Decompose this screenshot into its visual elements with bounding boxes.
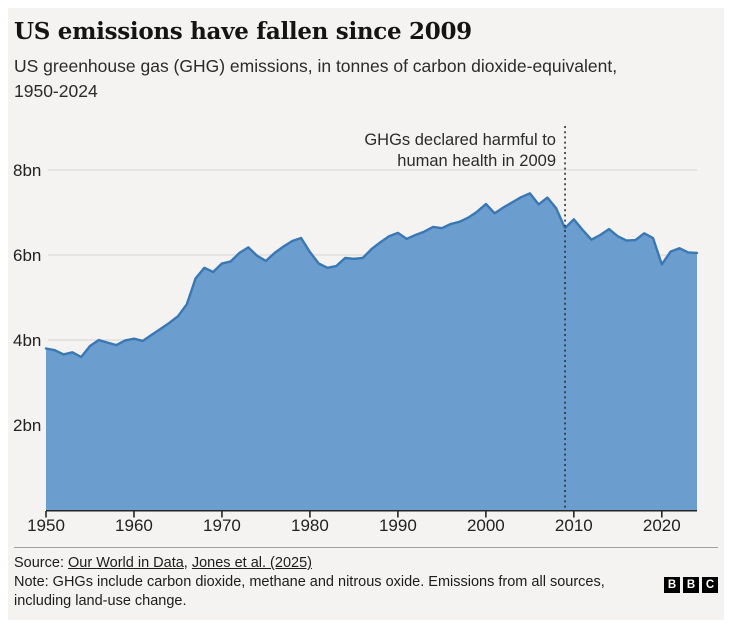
x-axis-label-1950: 1950 bbox=[27, 516, 65, 535]
x-axis-label-1990: 1990 bbox=[379, 516, 417, 535]
x-axis-label-1970: 1970 bbox=[203, 516, 241, 535]
y-axis-label-4bn: 4bn bbox=[13, 331, 41, 350]
footer-divider bbox=[14, 547, 718, 548]
annotation-text: GHGs declared harmful to human health in… bbox=[364, 131, 556, 170]
emissions-area-series bbox=[46, 193, 697, 510]
x-axis-label-2020: 2020 bbox=[643, 516, 681, 535]
source-link-our-world-in-data[interactable]: Our World in Data bbox=[68, 555, 184, 571]
y-axis-label-8bn: 8bn bbox=[13, 161, 41, 180]
note-text: Note: GHGs include carbon dioxide, metha… bbox=[14, 574, 605, 609]
bbc-logo-block-b2: B bbox=[683, 577, 699, 593]
x-axis-label-1960: 1960 bbox=[115, 516, 153, 535]
source-line: Source: Our World in Data, Jones et al. … bbox=[14, 555, 654, 571]
source-link-jones-et-al[interactable]: Jones et al. (2025) bbox=[191, 555, 312, 571]
bbc-logo-block-b1: B bbox=[664, 577, 680, 593]
x-axis-label-2010: 2010 bbox=[555, 516, 593, 535]
chart-title: US emissions have fallen since 2009 bbox=[14, 18, 472, 45]
source-prefix: Source: bbox=[14, 555, 64, 571]
x-axis-label-1980: 1980 bbox=[291, 516, 329, 535]
source-separator: , bbox=[183, 555, 188, 571]
y-axis-label-2bn: 2bn bbox=[13, 416, 41, 435]
x-axis-label-2000: 2000 bbox=[467, 516, 505, 535]
emissions-line-series bbox=[44, 192, 699, 359]
bbc-logo-block-c: C bbox=[702, 577, 718, 593]
bbc-logo: B B C bbox=[664, 577, 718, 593]
y-axis-label-6bn: 6bn bbox=[13, 246, 41, 265]
chart-subtitle: US greenhouse gas (GHG) emissions, in to… bbox=[14, 56, 618, 101]
